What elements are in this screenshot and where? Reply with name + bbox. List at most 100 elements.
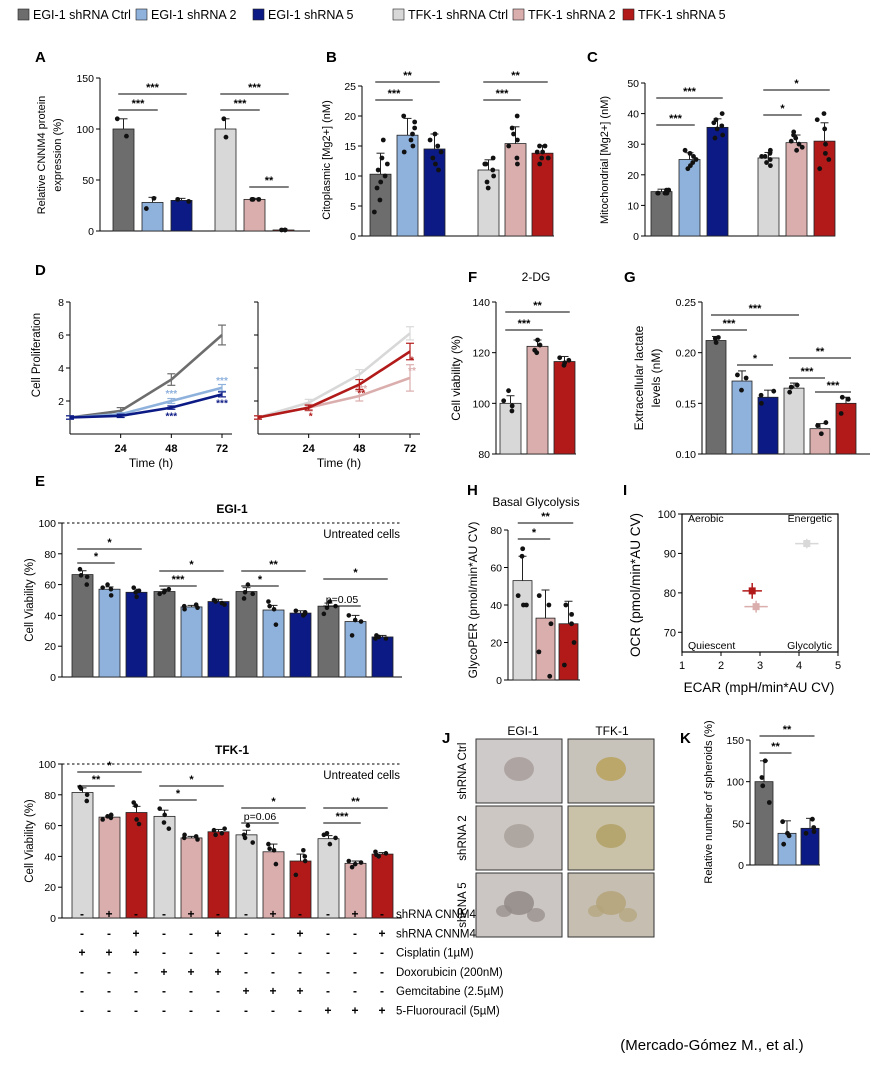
spheroid-blob — [504, 824, 534, 848]
bar — [396, 134, 419, 237]
y-axis-label: Citoplasmic [Mg2+] (nM) — [321, 100, 333, 220]
plot-frame — [681, 513, 839, 653]
treatment-mark: + — [105, 907, 112, 921]
data-point — [759, 775, 765, 780]
significance-label: * — [189, 559, 194, 571]
y-tick-label: 140 — [472, 297, 490, 309]
data-point — [666, 187, 672, 193]
treatment-mark: - — [162, 1004, 166, 1018]
treatment-mark: + — [105, 946, 112, 960]
data-point — [655, 190, 661, 196]
treatment-mark: - — [162, 946, 166, 960]
significance-label: ** — [269, 559, 278, 571]
data-point — [826, 157, 832, 162]
data-point — [186, 199, 192, 204]
bar — [153, 591, 176, 678]
treatment-mark: - — [134, 965, 138, 979]
bar — [754, 781, 774, 866]
y-tick-label: 20 — [627, 170, 639, 182]
y-tick-label: 15 — [344, 141, 356, 153]
quadrant-label: Aerobic — [688, 513, 724, 525]
bar — [558, 623, 579, 681]
y-tick-label: 100 — [38, 518, 56, 530]
bar — [531, 152, 554, 237]
treatment-mark: - — [80, 907, 84, 921]
series-line — [69, 393, 223, 419]
y-axis-label: OCR (pmol/min*AU CV) — [628, 513, 643, 657]
x-tick-label: 2 — [718, 660, 724, 672]
y-tick-label: 150 — [76, 73, 94, 85]
data-point — [764, 160, 769, 165]
data-point — [788, 138, 794, 144]
panel-letter: C — [587, 49, 598, 66]
data-point — [542, 143, 548, 149]
data-point — [256, 196, 262, 202]
treatment-mark: - — [380, 984, 384, 998]
x-tick-label: 5 — [835, 660, 841, 672]
data-point — [693, 157, 699, 162]
treatment-mark: - — [134, 1004, 138, 1018]
y-tick-label: 20 — [44, 641, 56, 653]
data-point — [293, 608, 299, 614]
reference-label: Untreated cells — [323, 770, 400, 782]
series-significance-label: ** — [408, 366, 416, 377]
data-point — [100, 585, 105, 590]
data-point — [114, 116, 120, 122]
significance-label: * — [753, 353, 758, 365]
significance-label: *** — [496, 88, 510, 100]
y-tick-label: 4 — [58, 363, 64, 375]
data-point — [540, 149, 546, 155]
spheroid-blob — [504, 757, 534, 781]
data-point — [712, 135, 718, 141]
treatment-mark: - — [326, 965, 330, 979]
treatment-mark: - — [216, 907, 220, 921]
legend-label-3: TFK-1 shRNA Ctrl — [408, 8, 508, 22]
data-point — [151, 195, 157, 201]
treatment-mark: + — [160, 965, 167, 979]
bar — [650, 191, 673, 237]
data-point — [108, 593, 114, 598]
bar — [785, 142, 808, 237]
y-tick-label: 100 — [38, 759, 56, 771]
treatment-mark: - — [162, 984, 166, 998]
x-tick-label: 1 — [679, 660, 685, 672]
data-point — [124, 133, 129, 139]
x-tick-label: 24 — [115, 443, 128, 455]
significance-label: ** — [533, 300, 542, 312]
significance-label: *** — [248, 82, 262, 94]
bar — [678, 159, 701, 237]
bar — [526, 345, 549, 455]
data-point — [822, 150, 828, 156]
data-point — [401, 113, 407, 119]
data-point — [509, 403, 515, 409]
spheroid-blob — [588, 905, 604, 917]
y-tick-label: 0.10 — [676, 449, 697, 461]
treatment-mark: - — [189, 926, 193, 940]
y-tick-label: 0 — [50, 913, 56, 925]
data-point — [181, 603, 187, 609]
series-significance-label: * — [309, 412, 313, 423]
panel-f: 80 100 120 140 ***** F 2-DG Cell viability (%) — [449, 269, 576, 461]
data-point — [78, 573, 84, 578]
significance-label: * — [258, 574, 263, 586]
significance-label: * — [780, 103, 785, 115]
data-point — [77, 566, 83, 572]
y-tick-label: 0 — [350, 231, 356, 243]
significance-label: ** — [403, 70, 412, 82]
data-point — [506, 388, 511, 394]
data-point — [561, 662, 567, 668]
treatment-mark: + — [296, 926, 303, 940]
data-point — [161, 820, 167, 825]
treatment-mark: - — [326, 926, 330, 940]
data-point — [273, 622, 279, 627]
treatment-mark: - — [326, 946, 330, 960]
chart-title: TFK-1 — [215, 743, 249, 757]
data-point — [509, 408, 515, 414]
treatment-mark: - — [80, 1004, 84, 1018]
data-point — [382, 173, 388, 179]
data-point — [762, 154, 768, 159]
treatment-label: shRNA CNNM4 2 — [396, 909, 485, 921]
treatment-mark: - — [80, 965, 84, 979]
